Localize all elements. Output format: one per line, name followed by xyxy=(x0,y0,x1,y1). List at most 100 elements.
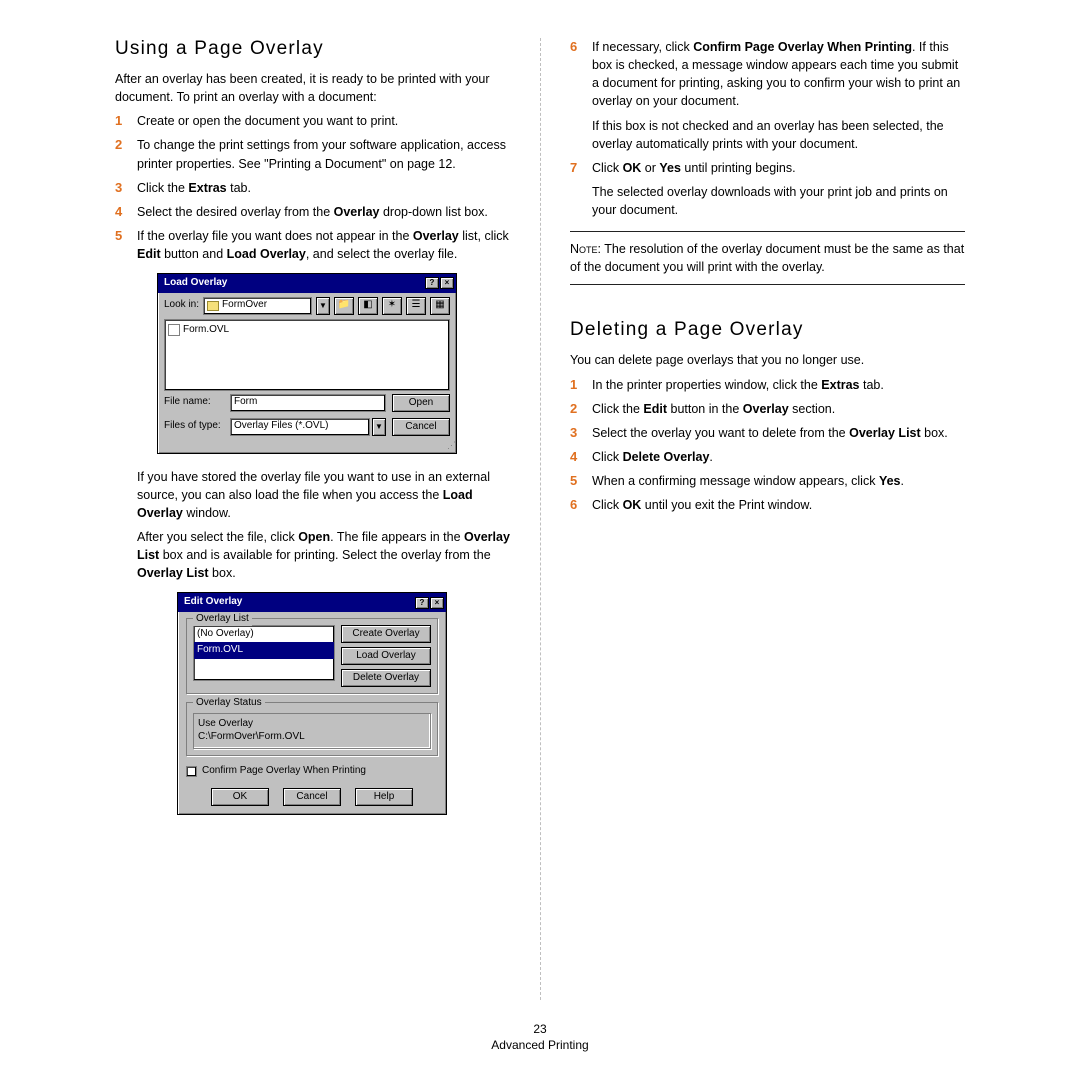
folder-icon xyxy=(207,301,219,311)
dialog-title: Edit Overlay xyxy=(184,595,242,610)
lookin-row: Look in: FormOver ▼ 📁 ◧ ✶ ☰ ▦ xyxy=(158,293,456,319)
heading-deleting: Deleting a Page Overlay xyxy=(570,319,965,341)
titlebar: Load Overlay ? × xyxy=(158,274,456,293)
step-text: Click the Edit button in the Overlay sec… xyxy=(592,400,965,418)
document-icon xyxy=(168,324,180,336)
step-text: Create or open the document you want to … xyxy=(137,112,510,130)
del-step-5: 5 When a confirming message window appea… xyxy=(570,472,965,490)
step-num: 2 xyxy=(570,400,577,419)
list-item-selected[interactable]: Form.OVL xyxy=(194,642,334,659)
step-text: Click OK or Yes until printing begins. xyxy=(592,159,965,177)
step-4: 4 Select the desired overlay from the Ov… xyxy=(115,203,510,221)
intro-deleting: You can delete page overlays that you no… xyxy=(570,351,965,369)
step-text: Click Delete Overlay. xyxy=(592,448,965,466)
list-item[interactable]: (No Overlay) xyxy=(194,626,334,643)
step-num: 7 xyxy=(570,159,577,178)
help-button[interactable]: Help xyxy=(355,788,413,806)
up-folder-icon[interactable]: 📁 xyxy=(334,297,354,315)
filetype-value: Overlay Files (*.OVL) xyxy=(234,419,328,434)
delete-overlay-button[interactable]: Delete Overlay xyxy=(341,669,431,687)
titlebar-buttons: ? × xyxy=(424,277,454,289)
using-steps: 1 Create or open the document you want t… xyxy=(115,112,510,815)
note-rule-top xyxy=(570,231,965,232)
del-step-3: 3 Select the overlay you want to delete … xyxy=(570,424,965,442)
list-view-icon[interactable]: ☰ xyxy=(406,297,426,315)
page-footer: 23 Advanced Printing xyxy=(0,1022,1080,1052)
step-num: 6 xyxy=(570,496,577,515)
note-rule-bottom xyxy=(570,284,965,285)
step-text: In the printer properties window, click … xyxy=(592,376,965,394)
help-icon[interactable]: ? xyxy=(415,597,429,609)
overlay-list-group: Overlay List (No Overlay) Form.OVL Creat… xyxy=(186,618,438,694)
step-text: Select the desired overlay from the Over… xyxy=(137,203,510,221)
step-text: Click OK until you exit the Print window… xyxy=(592,496,965,514)
step-num: 3 xyxy=(570,424,577,443)
column-divider xyxy=(540,38,541,1000)
group-legend: Overlay List xyxy=(193,612,252,627)
load-overlay-button[interactable]: Load Overlay xyxy=(341,647,431,665)
step-num: 4 xyxy=(115,203,122,222)
desktop-icon[interactable]: ◧ xyxy=(358,297,378,315)
titlebar: Edit Overlay ? × xyxy=(178,593,446,612)
create-overlay-button[interactable]: Create Overlay xyxy=(341,625,431,643)
close-icon[interactable]: × xyxy=(430,597,444,609)
cancel-button[interactable]: Cancel xyxy=(392,418,450,436)
step-text: Click the Extras tab. xyxy=(137,179,510,197)
using-steps-cont: 6 If necessary, click Confirm Page Overl… xyxy=(570,38,965,219)
filename-input[interactable]: Form xyxy=(230,394,386,412)
cancel-button[interactable]: Cancel xyxy=(283,788,341,806)
step-num: 1 xyxy=(570,376,577,395)
step-text: Select the overlay you want to delete fr… xyxy=(592,424,965,442)
note-text: Note: The resolution of the overlay docu… xyxy=(570,240,965,276)
chevron-down-icon[interactable]: ▼ xyxy=(316,297,330,315)
overlay-action-buttons: Create Overlay Load Overlay Delete Overl… xyxy=(341,625,431,687)
del-step-1: 1 In the printer properties window, clic… xyxy=(570,376,965,394)
new-folder-icon[interactable]: ✶ xyxy=(382,297,402,315)
del-step-2: 2 Click the Edit button in the Overlay s… xyxy=(570,400,965,418)
after-load-p1: If you have stored the overlay file you … xyxy=(137,468,510,522)
step-6: 6 If necessary, click Confirm Page Overl… xyxy=(570,38,965,153)
filename-label: File name: xyxy=(164,395,224,410)
step-text: If the overlay file you want does not ap… xyxy=(137,227,510,263)
heading-using: Using a Page Overlay xyxy=(115,38,510,60)
ok-button[interactable]: OK xyxy=(211,788,269,806)
lookin-label: Look in: xyxy=(164,298,199,313)
step-num: 2 xyxy=(115,136,122,155)
confirm-checkbox-row: Confirm Page Overlay When Printing xyxy=(186,764,438,779)
step-3: 3 Click the Extras tab. xyxy=(115,179,510,197)
lookin-combo[interactable]: FormOver xyxy=(203,297,312,315)
titlebar-buttons: ? × xyxy=(414,597,444,609)
lookin-value: FormOver xyxy=(222,298,267,313)
file-item[interactable]: Form.OVL xyxy=(168,323,229,338)
file-list[interactable]: Form.OVL xyxy=(164,319,450,391)
left-column: Using a Page Overlay After an overlay ha… xyxy=(115,38,540,829)
load-overlay-dialog: Load Overlay ? × Look in: FormOver ▼ xyxy=(157,273,457,454)
close-icon[interactable]: × xyxy=(440,277,454,289)
step-num: 3 xyxy=(115,179,122,198)
step-num: 6 xyxy=(570,38,577,57)
step-num: 5 xyxy=(115,227,122,246)
del-step-6: 6 Click OK until you exit the Print wind… xyxy=(570,496,965,514)
filetype-label: Files of type: xyxy=(164,419,224,434)
chevron-down-icon[interactable]: ▼ xyxy=(372,418,386,436)
step-num: 1 xyxy=(115,112,122,131)
filename-row: File name: Form Open xyxy=(158,391,456,415)
page-number: 23 xyxy=(0,1022,1080,1036)
step-2: 2 To change the print settings from your… xyxy=(115,136,510,172)
filetype-combo[interactable]: Overlay Files (*.OVL) xyxy=(230,418,370,436)
help-icon[interactable]: ? xyxy=(425,277,439,289)
after-load-p2: After you select the file, click Open. T… xyxy=(137,528,510,582)
step-text: The selected overlay downloads with your… xyxy=(592,183,965,219)
details-view-icon[interactable]: ▦ xyxy=(430,297,450,315)
step-text: To change the print settings from your s… xyxy=(137,136,510,172)
dialog-body: Overlay List (No Overlay) Form.OVL Creat… xyxy=(178,612,446,815)
open-button[interactable]: Open xyxy=(392,394,450,412)
dialog-buttons: OK Cancel Help xyxy=(186,788,438,806)
dialog-title: Load Overlay xyxy=(164,276,227,291)
right-column: 6 If necessary, click Confirm Page Overl… xyxy=(540,38,965,829)
overlay-listbox[interactable]: (No Overlay) Form.OVL xyxy=(193,625,335,681)
confirm-checkbox[interactable] xyxy=(186,766,197,777)
step-num: 5 xyxy=(570,472,577,491)
confirm-label: Confirm Page Overlay When Printing xyxy=(202,764,366,779)
resize-grip-icon[interactable]: ⋰ xyxy=(158,439,456,453)
